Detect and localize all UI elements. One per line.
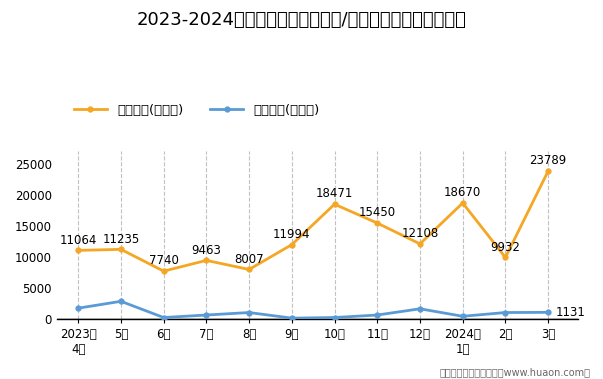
进口总额(万美元): [374, 313, 381, 317]
出口总额(万美元): [75, 248, 82, 253]
进口总额(万美元): [160, 315, 167, 320]
Text: 9463: 9463: [191, 244, 221, 257]
Text: 23789: 23789: [529, 154, 567, 168]
出口总额(万美元): [203, 258, 210, 263]
Text: 7740: 7740: [149, 254, 178, 268]
进口总额(万美元): [459, 314, 466, 318]
出口总额(万美元): [160, 269, 167, 273]
出口总额(万美元): [416, 242, 423, 246]
Text: 1131: 1131: [556, 306, 586, 319]
进口总额(万美元): [118, 299, 125, 304]
Text: 15450: 15450: [359, 206, 396, 219]
Text: 18670: 18670: [444, 186, 481, 199]
Line: 出口总额(万美元): 出口总额(万美元): [76, 169, 551, 274]
Text: 2023-2024年宝鸡市（境内目的地/货源地）进、出口额统计: 2023-2024年宝鸡市（境内目的地/货源地）进、出口额统计: [136, 11, 467, 29]
Line: 进口总额(万美元): 进口总额(万美元): [76, 299, 551, 321]
进口总额(万美元): [331, 315, 338, 320]
Text: 11235: 11235: [103, 233, 139, 246]
Text: 12108: 12108: [402, 227, 438, 240]
Legend: 出口总额(万美元), 进口总额(万美元): 出口总额(万美元), 进口总额(万美元): [74, 104, 320, 117]
Text: 11064: 11064: [60, 234, 97, 247]
出口总额(万美元): [245, 267, 253, 272]
出口总额(万美元): [459, 201, 466, 205]
进口总额(万美元): [245, 310, 253, 315]
Text: 11994: 11994: [273, 228, 311, 241]
出口总额(万美元): [288, 242, 295, 247]
Text: 9932: 9932: [490, 241, 520, 254]
Text: 8007: 8007: [235, 253, 264, 266]
出口总额(万美元): [545, 169, 552, 173]
进口总额(万美元): [545, 310, 552, 315]
出口总额(万美元): [374, 221, 381, 226]
进口总额(万美元): [502, 310, 509, 315]
进口总额(万美元): [416, 307, 423, 311]
出口总额(万美元): [118, 247, 125, 252]
出口总额(万美元): [502, 255, 509, 260]
进口总额(万美元): [203, 313, 210, 317]
Text: 制图：华经产业研究院（www.huaon.com）: 制图：华经产业研究院（www.huaon.com）: [440, 367, 591, 377]
Text: 18471: 18471: [316, 188, 353, 200]
出口总额(万美元): [331, 202, 338, 207]
进口总额(万美元): [75, 306, 82, 310]
进口总额(万美元): [288, 316, 295, 320]
